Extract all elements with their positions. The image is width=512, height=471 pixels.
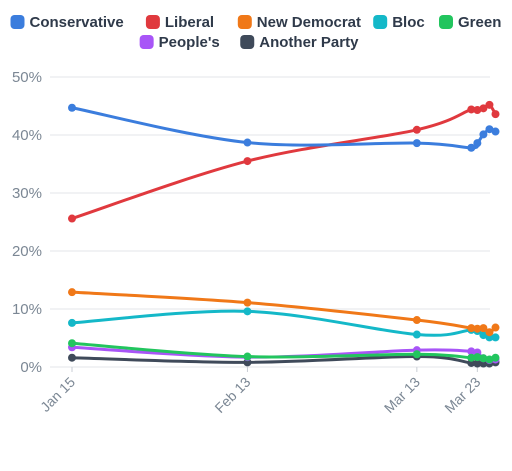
data-point-liberal: [467, 105, 476, 114]
legend-label: Bloc: [392, 14, 425, 31]
y-tick-label: 20%: [12, 243, 42, 260]
data-point-another-party: [68, 353, 76, 362]
data-point-new-democrat: [473, 324, 482, 333]
data-point-conservative: [491, 127, 500, 136]
data-point-green: [68, 339, 76, 348]
data-point-another-party: [473, 359, 482, 368]
legend-label: Green: [458, 14, 501, 31]
gridlines: [50, 76, 490, 368]
y-tick-label: 30%: [12, 185, 42, 202]
legend-swatch: [237, 15, 252, 29]
y-tick-label: 50%: [12, 69, 42, 86]
data-point-bloc: [412, 330, 421, 339]
legend-label: Liberal: [165, 14, 214, 31]
legend-swatch: [373, 15, 388, 29]
x-tick-label: Mar 13: [381, 374, 423, 416]
legend-item-bloc[interactable]: Bloc: [373, 14, 425, 31]
data-point-conservative: [243, 138, 252, 147]
legend-swatch: [240, 35, 255, 49]
data-point-green: [485, 355, 494, 364]
x-tick-label: Mar 23: [441, 374, 483, 416]
legend-swatch: [439, 15, 453, 29]
x-tick-label: Jan 15: [37, 374, 78, 415]
data-point-green: [479, 354, 488, 363]
legend-item-conservative[interactable]: Conservative: [10, 14, 124, 31]
series-line-bloc: [70, 309, 497, 340]
data-point-liberal: [473, 106, 482, 115]
data-point-liberal: [68, 214, 76, 223]
legend-label: New Democrat: [257, 14, 361, 31]
y-axis: 0% 10% 20% 30% 40% 50%: [12, 69, 42, 376]
y-tick-label: 10%: [12, 301, 42, 318]
legend-item-another-party[interactable]: Another Party: [240, 34, 359, 51]
legend-item-new-democrat[interactable]: New Democrat: [237, 14, 361, 31]
series-green: [68, 339, 500, 364]
data-point-green: [243, 352, 252, 361]
series-bloc: [68, 307, 500, 342]
data-point-liberal: [412, 125, 421, 134]
series-liberal: [68, 100, 500, 223]
data-point-green: [467, 353, 476, 362]
data-point-conservative: [473, 139, 482, 148]
data-point-new-democrat: [491, 323, 500, 332]
series-group: [68, 100, 500, 368]
series-line-new-democrat: [70, 290, 497, 334]
series-new-democrat: [68, 288, 500, 337]
data-point-new-democrat: [243, 298, 252, 307]
legend-item-liberal[interactable]: Liberal: [145, 14, 214, 31]
legend-label: People's: [159, 34, 220, 51]
legend-label: Another Party: [259, 34, 359, 51]
data-point-bloc: [243, 307, 252, 316]
data-point-bloc: [491, 333, 500, 342]
legend-item-green[interactable]: Green: [439, 14, 501, 31]
data-point-conservative: [68, 103, 76, 112]
data-point-green: [491, 353, 500, 362]
data-point-green: [473, 353, 482, 362]
data-point-conservative: [479, 130, 488, 139]
data-point-new-democrat: [412, 316, 421, 325]
legend-label: Conservative: [30, 14, 124, 31]
series-line-conservative: [70, 106, 497, 150]
data-point-new-democrat: [467, 324, 476, 333]
data-point-conservative: [485, 125, 494, 134]
legend-swatch: [145, 15, 160, 29]
series-conservative: [68, 103, 500, 152]
data-point-bloc: [479, 331, 488, 340]
data-point-liberal: [479, 104, 488, 113]
data-point-people-s: [467, 347, 476, 356]
legend-swatch: [139, 35, 154, 49]
x-tick-label: Feb 13: [211, 374, 253, 416]
y-tick-label: 40%: [12, 127, 42, 144]
data-point-liberal: [485, 100, 494, 109]
data-point-liberal: [491, 110, 500, 119]
data-point-new-democrat: [485, 328, 494, 337]
data-point-green: [412, 350, 421, 359]
data-point-conservative: [467, 143, 476, 152]
data-point-new-democrat: [479, 324, 488, 333]
legend-swatch: [10, 15, 25, 29]
data-point-bloc: [68, 318, 76, 327]
data-point-conservative: [412, 139, 421, 148]
data-point-new-democrat: [68, 288, 76, 297]
y-tick-label: 0%: [20, 359, 42, 376]
x-axis: Jan 15 Feb 13 Mar 13 Mar 23: [37, 367, 484, 416]
legend-item-people-s[interactable]: People's: [139, 34, 220, 51]
data-point-liberal: [243, 157, 252, 166]
legend: Conservative Liberal New Democrat Bloc Green…: [10, 14, 501, 51]
